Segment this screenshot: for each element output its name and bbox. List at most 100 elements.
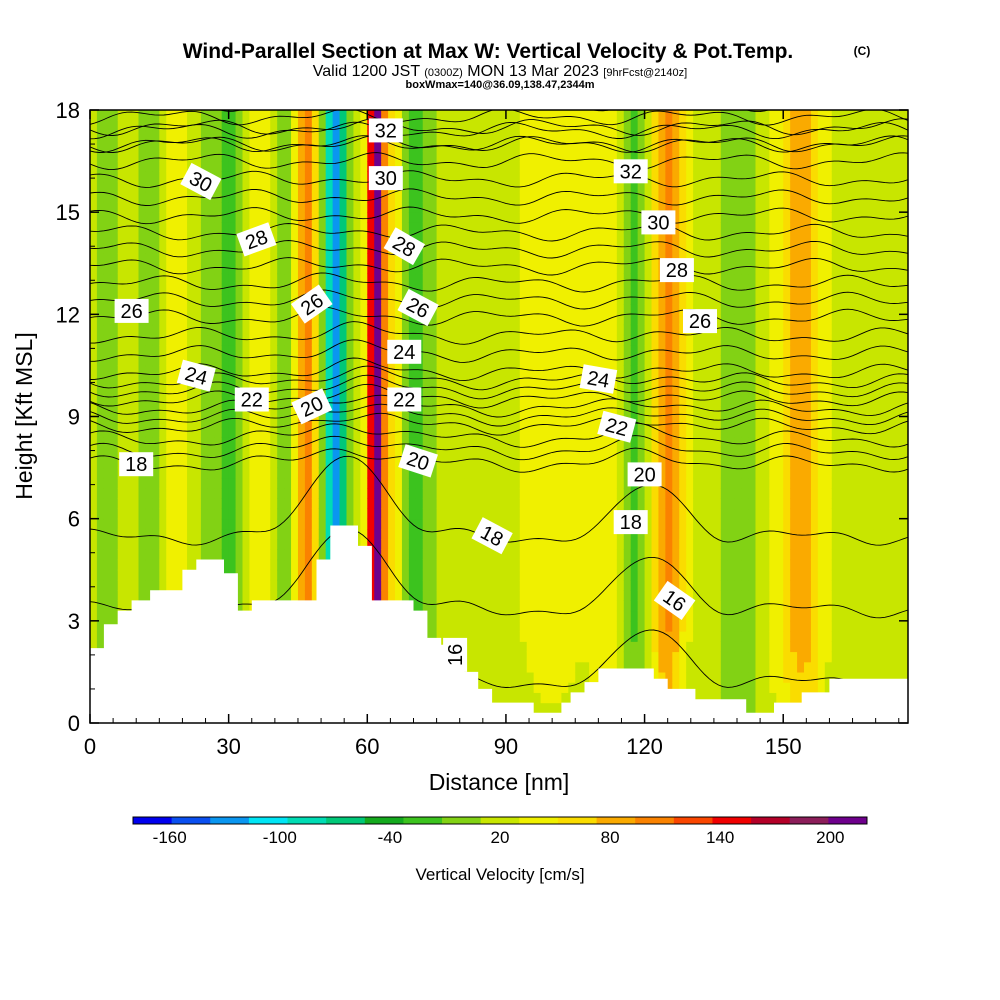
heatmap-cell xyxy=(505,406,514,418)
heatmap-cell xyxy=(242,477,251,489)
heatmap-cell xyxy=(96,324,105,336)
heatmap-cell xyxy=(457,436,465,448)
heatmap-cell xyxy=(200,416,209,428)
heatmap-cell xyxy=(485,110,493,121)
heatmap-cell xyxy=(422,171,431,183)
heatmap-cell xyxy=(367,396,375,407)
heatmap-cell xyxy=(519,671,528,683)
heatmap-cell xyxy=(297,590,306,601)
heatmap-cell xyxy=(159,447,167,458)
heatmap-cell xyxy=(526,631,535,642)
heatmap-cell xyxy=(637,498,646,510)
heatmap-cell xyxy=(589,181,597,193)
heatmap-cell xyxy=(277,344,285,356)
heatmap-cell xyxy=(575,273,583,285)
heatmap-cell xyxy=(401,436,410,448)
heatmap-cell xyxy=(332,447,341,458)
heatmap-cell xyxy=(554,518,562,530)
heatmap-cell xyxy=(519,600,528,612)
heatmap-cell xyxy=(159,181,167,193)
heatmap-cell xyxy=(311,344,320,356)
heatmap-cell xyxy=(173,396,181,407)
heatmap-cell xyxy=(270,355,278,367)
heatmap-cell xyxy=(242,130,251,142)
heatmap-cell xyxy=(464,651,472,663)
heatmap-cell xyxy=(221,242,230,254)
heatmap-cell xyxy=(214,539,223,550)
heatmap-cell xyxy=(526,416,535,428)
heatmap-cell xyxy=(249,569,257,581)
heatmap-cell xyxy=(284,590,292,601)
heatmap-cell xyxy=(478,232,486,244)
heatmap-cell xyxy=(415,539,424,550)
heatmap-cell xyxy=(464,283,472,295)
heatmap-cell xyxy=(256,406,264,418)
heatmap-cell xyxy=(187,201,195,213)
heatmap-cell xyxy=(651,263,660,275)
heatmap-cell xyxy=(533,467,542,479)
heatmap-cell xyxy=(533,283,542,295)
heatmap-cell xyxy=(346,457,355,469)
heatmap-cell xyxy=(187,467,195,479)
heatmap-cell xyxy=(450,293,458,305)
heatmap-cell xyxy=(637,191,646,203)
heatmap-cell xyxy=(658,304,666,315)
heatmap-cell xyxy=(485,293,493,305)
heatmap-cell xyxy=(110,508,119,520)
heatmap-cell xyxy=(582,651,590,663)
heatmap-cell xyxy=(623,467,632,479)
heatmap-cell xyxy=(658,661,666,673)
heatmap-cell xyxy=(360,467,368,479)
heatmap-cell xyxy=(117,539,126,550)
heatmap-cell xyxy=(485,365,493,377)
heatmap-cell xyxy=(235,579,244,591)
heatmap-cell xyxy=(443,334,452,346)
heatmap-cell xyxy=(422,498,431,510)
heatmap-cell xyxy=(519,191,528,203)
heatmap-cell xyxy=(464,365,472,377)
heatmap-cell xyxy=(339,283,348,295)
heatmap-cell xyxy=(138,385,147,397)
heatmap-cell xyxy=(325,314,334,326)
heatmap-cell xyxy=(187,559,195,571)
heatmap-cell xyxy=(96,590,105,601)
heatmap-cell xyxy=(651,651,660,663)
heatmap-cell xyxy=(277,579,285,591)
heatmap-cell xyxy=(270,457,278,469)
heatmap-cell xyxy=(214,477,223,489)
heatmap-cell xyxy=(464,549,472,561)
heatmap-cell xyxy=(519,416,528,428)
heatmap-cell xyxy=(478,293,486,305)
heatmap-cell xyxy=(561,201,569,213)
heatmap-cell xyxy=(471,232,479,244)
heatmap-cell xyxy=(173,212,181,223)
heatmap-cell xyxy=(256,355,264,367)
heatmap-cell xyxy=(519,518,528,530)
heatmap-cell xyxy=(277,212,285,223)
heatmap-cell xyxy=(256,498,264,510)
heatmap-cell xyxy=(499,365,507,377)
heatmap-cell xyxy=(429,396,438,407)
heatmap-cell xyxy=(90,334,98,346)
heatmap-cell xyxy=(187,406,195,418)
heatmap-cell xyxy=(616,324,625,336)
heatmap-cell xyxy=(485,161,493,172)
heatmap-cell xyxy=(145,488,153,499)
heatmap-cell xyxy=(346,355,355,367)
heatmap-cell xyxy=(138,171,147,183)
heatmap-cell xyxy=(96,559,105,571)
heatmap-cell xyxy=(110,140,119,152)
heatmap-cell xyxy=(332,355,341,367)
heatmap-cell xyxy=(596,416,604,428)
heatmap-cell xyxy=(575,671,583,683)
heatmap-cell xyxy=(464,426,472,438)
heatmap-cell xyxy=(381,283,389,295)
heatmap-cell xyxy=(526,436,535,448)
heatmap-cell xyxy=(103,130,112,142)
heatmap-cell xyxy=(138,253,147,264)
heatmap-cell xyxy=(630,661,639,673)
heatmap-cell xyxy=(429,161,438,172)
heatmap-cell xyxy=(589,201,597,213)
heatmap-cell xyxy=(90,222,98,234)
heatmap-cell xyxy=(492,488,500,499)
